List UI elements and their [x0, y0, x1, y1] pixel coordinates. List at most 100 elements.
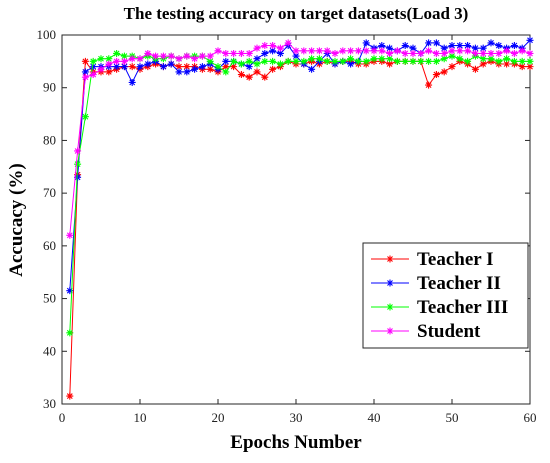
- data-point: [113, 49, 121, 57]
- data-point: [276, 44, 284, 52]
- data-point: [113, 63, 121, 71]
- data-point: [471, 49, 479, 57]
- legend-label: Teacher I: [417, 249, 494, 270]
- data-point: [191, 55, 199, 63]
- x-tick-label: 10: [134, 410, 147, 425]
- legend-label: Teacher II: [417, 273, 501, 294]
- data-point: [323, 47, 331, 55]
- y-tick-label: 100: [37, 27, 57, 42]
- data-point: [331, 49, 339, 57]
- data-point: [479, 55, 487, 63]
- data-point: [292, 47, 300, 55]
- y-axis-label: Accucacy (%): [6, 163, 27, 276]
- data-point: [432, 39, 440, 47]
- y-tick-label: 40: [43, 343, 56, 358]
- data-point: [113, 57, 121, 65]
- data-point: [354, 47, 362, 55]
- y-tick-label: 90: [43, 80, 56, 95]
- data-point: [261, 42, 269, 50]
- x-axis-label: Epochs Number: [230, 432, 362, 453]
- data-point: [526, 49, 534, 57]
- x-tick-label: 30: [290, 410, 303, 425]
- data-point: [159, 63, 167, 71]
- data-point: [120, 57, 128, 65]
- legend-label: Student: [417, 321, 481, 342]
- data-point: [269, 57, 277, 65]
- data-point: [74, 173, 82, 181]
- data-point: [81, 73, 89, 81]
- data-point: [347, 55, 355, 63]
- data-point: [386, 55, 394, 63]
- data-point: [230, 49, 238, 57]
- data-point: [300, 57, 308, 65]
- data-point: [308, 65, 316, 73]
- data-point: [128, 63, 136, 71]
- data-point: [284, 39, 292, 47]
- data-point: [159, 52, 167, 60]
- data-point: [214, 63, 222, 71]
- data-point: [448, 52, 456, 60]
- data-point: [89, 71, 97, 79]
- data-point: [393, 57, 401, 65]
- data-point: [261, 57, 269, 65]
- data-point: [74, 147, 82, 155]
- data-point: [370, 47, 378, 55]
- data-point: [393, 47, 401, 55]
- chart-title: The testing accuracy on target datasets(…: [124, 4, 469, 23]
- y-tick-label: 70: [43, 185, 56, 200]
- data-point: [440, 68, 448, 76]
- data-point: [97, 65, 105, 73]
- data-point: [276, 60, 284, 68]
- data-point: [417, 57, 425, 65]
- data-point: [386, 44, 394, 52]
- data-point: [292, 57, 300, 65]
- data-point: [222, 63, 230, 71]
- x-tick-label: 50: [446, 410, 459, 425]
- data-point: [206, 65, 214, 73]
- data-point: [425, 57, 433, 65]
- data-point: [167, 52, 175, 60]
- legend: Teacher I Teacher II Teacher III Student: [362, 242, 529, 349]
- data-point: [378, 55, 386, 63]
- data-point: [456, 47, 464, 55]
- data-point: [276, 49, 284, 57]
- data-point: [425, 39, 433, 47]
- data-point: [339, 57, 347, 65]
- data-point: [378, 42, 386, 50]
- data-point: [284, 57, 292, 65]
- data-point: [440, 44, 448, 52]
- legend-marker: [386, 279, 394, 287]
- data-point: [237, 71, 245, 79]
- data-point: [245, 57, 253, 65]
- data-point: [253, 60, 261, 68]
- data-point: [269, 47, 277, 55]
- x-tick-label: 20: [212, 410, 225, 425]
- legend-item: Student: [371, 321, 481, 342]
- data-point: [495, 49, 503, 57]
- legend-item: Teacher II: [371, 273, 501, 294]
- y-tick-label: 80: [43, 132, 56, 147]
- data-point: [331, 57, 339, 65]
- data-point: [479, 60, 487, 68]
- data-point: [89, 57, 97, 65]
- data-point: [97, 55, 105, 63]
- data-point: [503, 47, 511, 55]
- data-point: [526, 36, 534, 44]
- data-point: [89, 63, 97, 71]
- data-point: [440, 49, 448, 57]
- data-point: [487, 49, 495, 57]
- data-point: [300, 47, 308, 55]
- data-point: [503, 55, 511, 63]
- data-point: [386, 60, 394, 68]
- data-point: [425, 81, 433, 89]
- data-point: [269, 65, 277, 73]
- data-point: [206, 52, 214, 60]
- data-point: [323, 57, 331, 65]
- data-point: [261, 73, 269, 81]
- data-point: [253, 55, 261, 63]
- data-point: [245, 49, 253, 57]
- data-point: [120, 63, 128, 71]
- data-point: [456, 42, 464, 50]
- data-point: [518, 57, 526, 65]
